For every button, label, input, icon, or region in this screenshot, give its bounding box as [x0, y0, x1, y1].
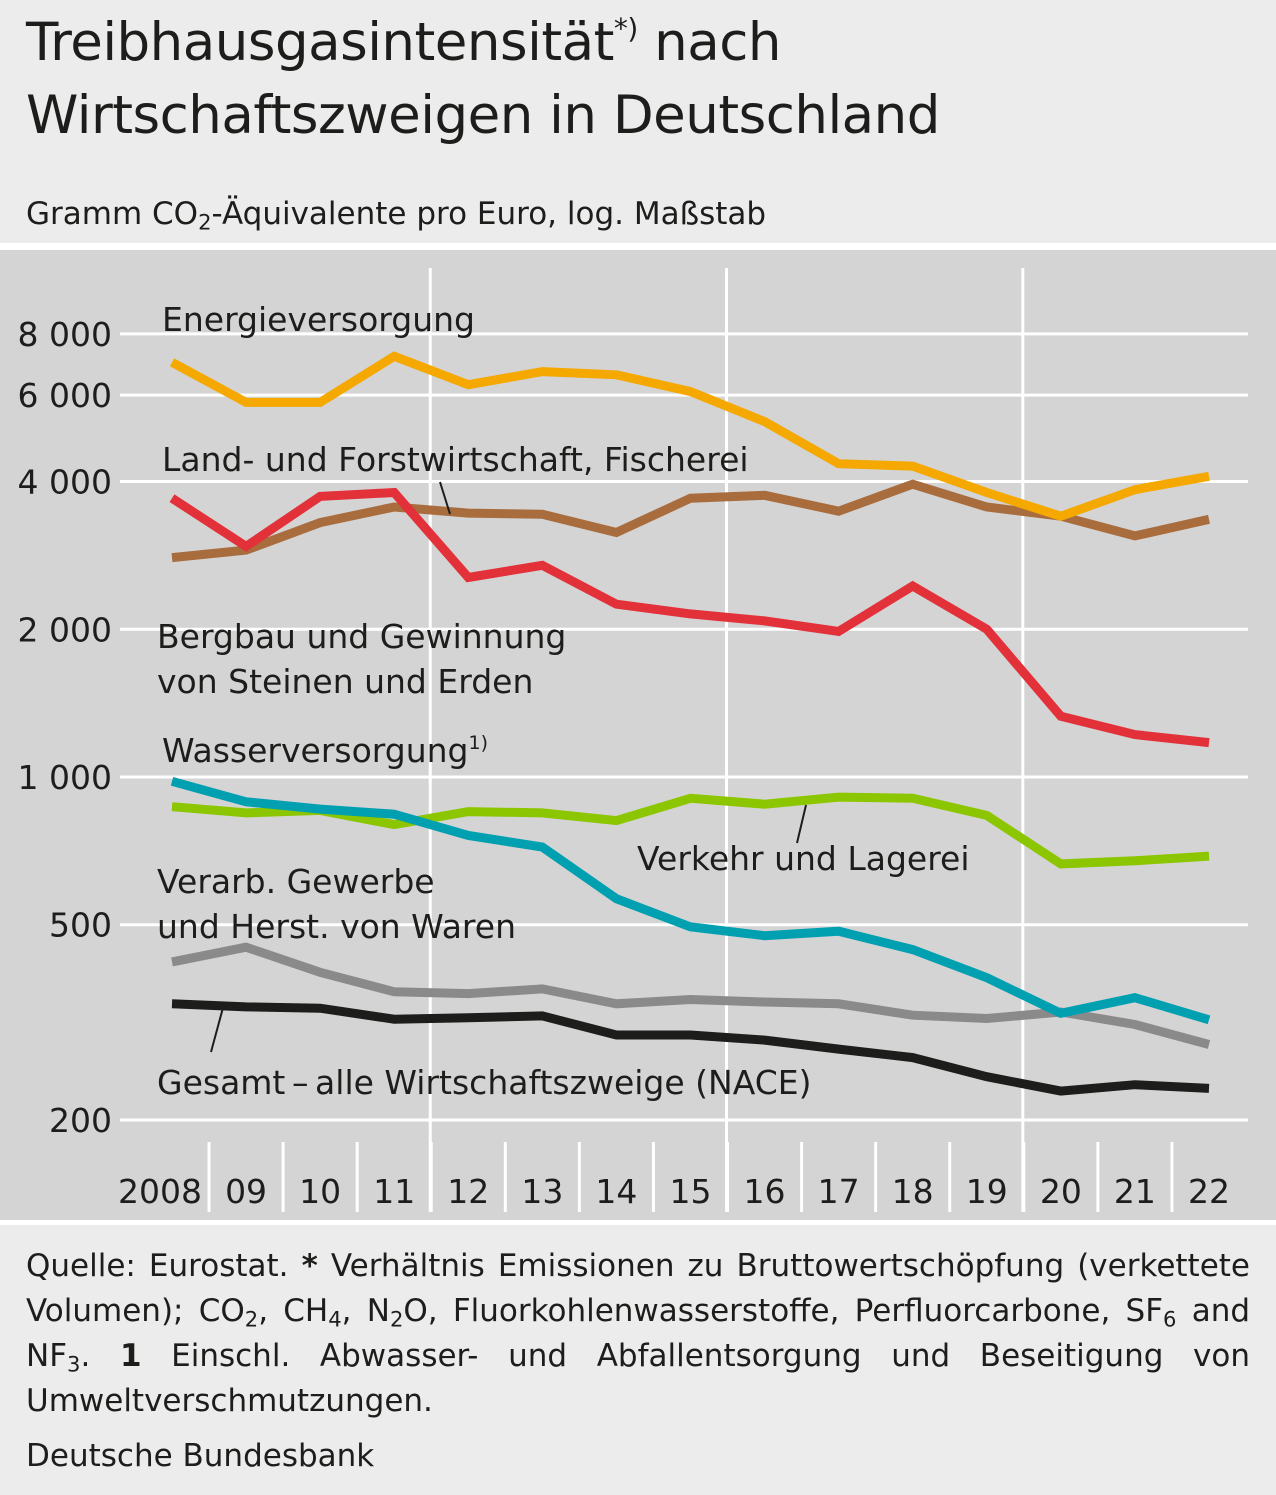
fn-t2: Verhältnis Emissionen zu Bruttowertschöp…: [26, 1248, 1250, 1329]
fn-star: *: [301, 1248, 318, 1284]
panel-top-divider: [0, 243, 1276, 250]
subtitle-pre: Gramm CO: [26, 196, 199, 232]
fn-s3: 2: [389, 1306, 404, 1332]
fn-t4: , N: [341, 1293, 390, 1329]
x-tick-label: 10: [299, 1172, 341, 1211]
y-tick-label: 500: [49, 906, 112, 945]
y-tick-label: 4 000: [18, 463, 112, 502]
x-tick-label: 11: [373, 1172, 415, 1211]
label-wasser-sup: 1): [469, 732, 489, 754]
fn-s5: 3: [67, 1351, 81, 1377]
leader-lines: [210, 481, 807, 1053]
y-tick-label: 8 000: [18, 315, 112, 354]
panel-bottom-divider: [0, 1220, 1276, 1225]
chart-panel: [0, 250, 1276, 1220]
y-tick-label: 2 000: [18, 610, 112, 649]
leader-line: [439, 481, 451, 515]
source-credit: Deutsche Bundesbank: [26, 1438, 375, 1474]
label-verkehr: Verkehr und Lagerei: [637, 839, 970, 878]
label-gesamt: Gesamt – alle Wirtschaftszweige (NACE): [157, 1063, 811, 1102]
label-wasserversorgung: Wasserversorgung1): [162, 731, 488, 770]
fn-t7: .: [80, 1338, 120, 1374]
title-part2: nach: [637, 12, 781, 73]
series-line: [171, 942, 1211, 1049]
x-tick-label: 15: [669, 1172, 711, 1211]
series-lines: [169, 351, 1211, 1096]
series-line: [171, 479, 1210, 563]
x-tick-label: 12: [447, 1172, 489, 1211]
x-axis: 2008 09 10 11 12 13 14 15 16 17 18 19 20 21 22: [118, 1142, 1230, 1212]
x-tick-label: 17: [818, 1172, 860, 1211]
leader-line: [796, 804, 807, 844]
fn-s4: 6: [1163, 1306, 1177, 1332]
chart-subtitle: Gramm CO2-Äquivalente pro Euro, log. Maß…: [26, 194, 766, 234]
series-line: [169, 487, 1210, 748]
subtitle-sub: 2: [198, 209, 212, 235]
label-bergbau-line1: Bergbau und Gewinnung: [157, 617, 566, 656]
leader-line: [210, 1003, 225, 1053]
title-part1: Treibhausgasintensität: [26, 12, 614, 73]
x-tick-label: 16: [744, 1172, 786, 1211]
label-verarb-line1: Verarb. Gewerbe: [157, 862, 435, 901]
title-line2: Wirtschaftszweigen in Deutschland: [26, 85, 940, 146]
x-tick-label: 2008: [118, 1172, 202, 1211]
x-tick-label: 13: [521, 1172, 563, 1211]
series-line: [169, 351, 1210, 521]
fn-t8: Einschl. Abwasser- und Abfallentsorgung …: [26, 1338, 1250, 1419]
footnote: Quelle: Eurostat. * Verhältnis Emissione…: [26, 1244, 1250, 1424]
x-tick-label: 09: [225, 1172, 267, 1211]
label-wasser-text: Wasserversorgung: [162, 731, 469, 770]
series-line: [170, 776, 1211, 1025]
label-verarb-line2: und Herst. von Waren: [157, 907, 516, 946]
fn-t3: , CH: [258, 1293, 329, 1329]
x-tick-label: 18: [892, 1172, 934, 1211]
fn-s2: 4: [328, 1306, 342, 1332]
label-energieversorgung: Energieversorgung: [162, 300, 475, 339]
label-bergbau-line2: von Steinen und Erden: [157, 662, 533, 701]
x-tick-label: 21: [1114, 1172, 1156, 1211]
fn-t1: Quelle: Eurostat.: [26, 1248, 302, 1284]
fn-one: 1: [119, 1338, 142, 1374]
y-axis: 200 500 1 000 2 000 4 000 6 000 8 000: [18, 315, 112, 1140]
fn-t5: O, Fluorkohlenwasserstoffe, Perfluorcarb…: [403, 1293, 1164, 1329]
x-tick-label: 14: [595, 1172, 637, 1211]
series-line: [171, 999, 1210, 1096]
x-tick-label: 19: [966, 1172, 1008, 1211]
y-tick-label: 200: [49, 1101, 112, 1140]
title-footnote-mark: *): [613, 12, 638, 45]
x-tick-label: 20: [1040, 1172, 1082, 1211]
x-tick-label: 22: [1188, 1172, 1230, 1211]
fn-t6: and NF: [26, 1293, 1251, 1374]
y-tick-label: 1 000: [18, 758, 112, 797]
label-land-forst: Land- und Forstwirtschaft, Fischerei: [162, 440, 749, 479]
chart-title: Treibhausgasintensität*) nach Wirtschafts…: [26, 10, 1256, 148]
fn-s1: 2: [244, 1306, 259, 1332]
subtitle-post: -Äquivalente pro Euro, log. Maßstab: [211, 196, 767, 232]
y-tick-label: 6 000: [18, 376, 112, 415]
series-labels: Energieversorgung Land- und Forstwirtsch…: [157, 300, 970, 1102]
